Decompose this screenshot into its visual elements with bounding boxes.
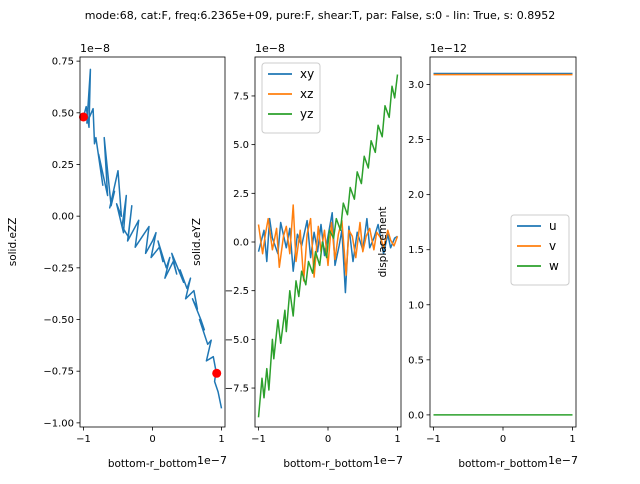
y-tick-label: 0.0 <box>408 410 424 421</box>
y-tick-label: 0.25 <box>52 160 74 171</box>
y-tick-label: 3.0 <box>408 80 424 91</box>
marker-point-2 <box>212 368 222 378</box>
y-tick-label: −0.25 <box>43 263 74 274</box>
x-tick-label: 1 <box>394 434 400 445</box>
series-line-1 <box>82 68 223 409</box>
series-line-xy <box>257 212 398 294</box>
y-offset-text: 1e−8 <box>255 42 285 55</box>
x-tick-label: 1 <box>569 434 575 445</box>
legend: uvw <box>510 214 570 286</box>
y-tick-label: 0.75 <box>52 57 74 68</box>
legend-box <box>510 214 570 286</box>
y-tick-label: 0.5 <box>408 355 424 366</box>
y-offset-text: 1e−12 <box>430 42 467 55</box>
y-tick-label: −1.00 <box>43 418 74 429</box>
series-line-xz <box>257 204 399 282</box>
x-offset-text: 1e−7 <box>548 454 578 467</box>
x-tick-label: 0 <box>325 434 331 445</box>
y-tick-label: 2.0 <box>408 190 424 201</box>
legend-box <box>261 62 321 134</box>
marker-point-1 <box>78 112 88 122</box>
y-tick-label: 1.5 <box>408 245 424 256</box>
legend-label-yz: yz <box>300 107 313 121</box>
legend-label-xy: xy <box>300 67 314 81</box>
y-axis-label: displacement <box>377 207 389 278</box>
x-axis-label: bottom-r_bottom <box>458 458 547 470</box>
y-tick-label: 0.50 <box>52 108 74 119</box>
y-tick-label: 7.5 <box>233 91 249 102</box>
y-axis-label: solid.eZZ <box>7 218 19 267</box>
y-tick-label: 0.00 <box>52 212 74 223</box>
y-tick-label: −5.0 <box>225 335 249 346</box>
series-line-yz <box>257 74 399 418</box>
y-tick-label: 2.5 <box>408 135 424 146</box>
y-tick-label: 2.5 <box>233 189 249 200</box>
x-offset-text: 1e−7 <box>373 454 403 467</box>
legend: xy xz yz <box>261 62 321 134</box>
legend-label-w: w <box>549 259 559 273</box>
x-axis-label: bottom-r_bottom <box>108 458 197 470</box>
subplots: −1 0 1−1.00−0.75−0.50−0.250.000.250.500.75… <box>7 42 578 470</box>
x-tick-label: 0 <box>500 434 506 445</box>
x-offset-text: 1e−7 <box>197 454 227 467</box>
y-tick-label: 1.0 <box>408 300 424 311</box>
subplot-1: −1 0 1 −1.00 −0.75 −0.50 −0.25 0.00 0.25 0.50 0.75… <box>7 42 227 470</box>
subplot-2: −1 0 1−7.5−5.0−2.50.02.55.07.51e−81e−7bott… <box>191 42 403 470</box>
figure-title: mode:68, cat:F, freq:6.2365e+09, pure:F,… <box>85 9 555 22</box>
legend-label-u: u <box>549 219 557 233</box>
x-tick-label: 1 <box>218 434 224 445</box>
x-axis-label: bottom-r_bottom <box>283 458 372 470</box>
x-tick-label: 0 <box>149 434 155 445</box>
y-tick-label: 5.0 <box>233 140 249 151</box>
legend-label-v: v <box>549 239 556 253</box>
y-offset-text: 1e−8 <box>80 42 110 55</box>
x-tick-label: −1 <box>426 434 441 445</box>
legend-label-xz: xz <box>300 87 313 101</box>
y-axis-label: solid.eYZ <box>191 218 203 266</box>
subplot-3: −1 0 1 0.0 0.5 1.0 1.5 2.0 2.5 3.0 1e−12 1e−7bottom… <box>377 42 578 470</box>
x-tick-label: −1 <box>76 434 91 445</box>
y-tick-label: −0.75 <box>43 367 74 378</box>
y-tick-label: −2.5 <box>225 286 249 297</box>
y-tick-label: 0.0 <box>233 238 249 249</box>
x-tick-label: −1 <box>251 434 266 445</box>
y-tick-label: −0.50 <box>43 315 74 326</box>
y-tick-label: −7.5 <box>225 384 249 395</box>
